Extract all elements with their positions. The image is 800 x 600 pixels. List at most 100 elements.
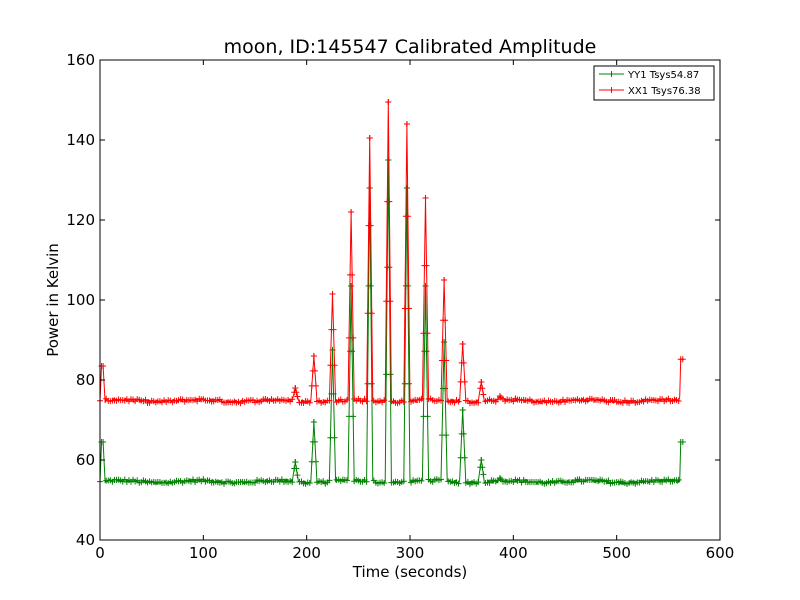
data-point-marker bbox=[326, 397, 333, 404]
data-point-marker bbox=[400, 398, 407, 405]
legend-label-xx1: XX1 Tsys76.38 bbox=[628, 86, 701, 97]
data-point-marker bbox=[679, 439, 686, 445]
legend-marker-1 bbox=[608, 87, 615, 93]
x-tick-label: 200 bbox=[292, 544, 321, 562]
data-point-marker bbox=[294, 472, 301, 479]
data-point-marker bbox=[479, 464, 486, 471]
data-point-marker bbox=[675, 476, 682, 483]
data-point-marker bbox=[350, 413, 357, 420]
data-point-marker bbox=[422, 195, 429, 201]
data-point-marker bbox=[289, 479, 296, 486]
data-point-marker bbox=[443, 432, 450, 439]
y-tick-label: 60 bbox=[76, 451, 95, 469]
legend-label-yy1: YY1 Tsys54.87 bbox=[627, 70, 699, 81]
axis-ticks: 0 100 200 300 400 500 600 40 60 80 100 120 140 160 bbox=[66, 51, 734, 562]
data-point-marker bbox=[403, 185, 410, 191]
data-point-marker bbox=[326, 477, 333, 484]
data-point-marker bbox=[349, 271, 356, 278]
x-tick-label: 0 bbox=[95, 544, 105, 562]
data-point-marker bbox=[460, 359, 467, 366]
data-point-marker bbox=[310, 353, 317, 359]
data-point-marker bbox=[100, 363, 107, 369]
data-point-marker bbox=[679, 356, 686, 363]
data-point-marker bbox=[381, 479, 388, 486]
y-tick-label: 120 bbox=[66, 211, 95, 229]
data-point-marker bbox=[475, 399, 482, 406]
data-point-marker bbox=[385, 157, 392, 163]
data-point-marker bbox=[367, 222, 374, 229]
data-point-marker bbox=[368, 380, 375, 387]
y-tick-label: 80 bbox=[76, 371, 95, 389]
data-point-marker bbox=[443, 357, 450, 364]
data-point-marker bbox=[350, 334, 357, 341]
data-point-marker bbox=[424, 413, 431, 420]
data-point-marker bbox=[343, 477, 350, 484]
x-axis-label: Time (seconds) bbox=[352, 563, 468, 581]
data-point-marker bbox=[330, 326, 337, 333]
data-point-marker bbox=[424, 330, 431, 337]
data-point-marker bbox=[480, 471, 487, 478]
data-point-marker bbox=[292, 385, 299, 391]
data-point-marker bbox=[387, 298, 394, 305]
data-point-marker bbox=[310, 419, 317, 425]
data-point-marker bbox=[343, 397, 350, 404]
data-point-marker bbox=[459, 341, 466, 347]
data-point-marker bbox=[404, 213, 411, 220]
legend-marker-0 bbox=[608, 71, 615, 77]
data-point-marker bbox=[311, 438, 318, 445]
data-point-marker bbox=[478, 457, 485, 463]
data-point-marker bbox=[496, 475, 503, 481]
data-point-marker bbox=[675, 397, 682, 404]
legend: YY1 Tsys54.87 XX1 Tsys76.38 bbox=[593, 65, 715, 101]
data-point-marker bbox=[312, 458, 319, 465]
y-tick-label: 160 bbox=[66, 51, 95, 69]
data-point-marker bbox=[366, 185, 373, 191]
data-point-marker bbox=[289, 396, 296, 403]
data-point-marker bbox=[100, 439, 107, 445]
legend-frame bbox=[593, 65, 715, 101]
data-point-marker bbox=[331, 362, 338, 369]
data-point-marker bbox=[142, 396, 149, 403]
data-point-marker bbox=[348, 209, 355, 215]
data-point-marker bbox=[363, 478, 370, 485]
data-point-marker bbox=[438, 476, 444, 483]
data-point-marker bbox=[329, 291, 336, 297]
data-point-marker bbox=[478, 379, 485, 385]
data-point-marker bbox=[386, 264, 393, 271]
data-point-marker bbox=[455, 480, 462, 487]
data-point-marker bbox=[348, 283, 355, 289]
series-line-0 bbox=[99, 159, 683, 486]
data-point-marker bbox=[387, 371, 394, 378]
data-point-marker bbox=[461, 454, 468, 461]
data-point-marker bbox=[422, 283, 429, 289]
data-point-marker bbox=[294, 393, 301, 400]
series-markers-0 bbox=[97, 157, 686, 488]
data-point-marker bbox=[479, 385, 486, 392]
data-point-marker bbox=[385, 99, 392, 105]
data-point-marker bbox=[455, 398, 462, 405]
data-point-marker bbox=[368, 310, 375, 317]
data-point-marker bbox=[349, 348, 356, 355]
data-point-marker bbox=[293, 389, 300, 396]
data-point-marker bbox=[459, 407, 466, 413]
x-tick-label: 400 bbox=[499, 544, 528, 562]
data-point-marker bbox=[461, 378, 468, 385]
x-tick-label: 300 bbox=[396, 544, 425, 562]
series-markers-1 bbox=[97, 99, 686, 407]
data-point-marker bbox=[442, 317, 449, 324]
data-point-marker bbox=[363, 398, 370, 405]
data-point-marker bbox=[460, 430, 467, 437]
y-tick-label: 100 bbox=[66, 291, 95, 309]
data-point-marker bbox=[386, 198, 393, 205]
data-point-marker bbox=[311, 367, 318, 374]
series-line-1 bbox=[99, 101, 683, 405]
data-point-marker bbox=[381, 397, 388, 404]
data-point-marker bbox=[438, 397, 444, 404]
data-point-marker bbox=[306, 399, 313, 406]
data-point-marker bbox=[405, 305, 412, 312]
data-point-marker bbox=[405, 380, 412, 387]
data-point-marker bbox=[475, 479, 482, 486]
data-point-marker bbox=[292, 459, 299, 465]
data-point-marker bbox=[404, 282, 411, 289]
